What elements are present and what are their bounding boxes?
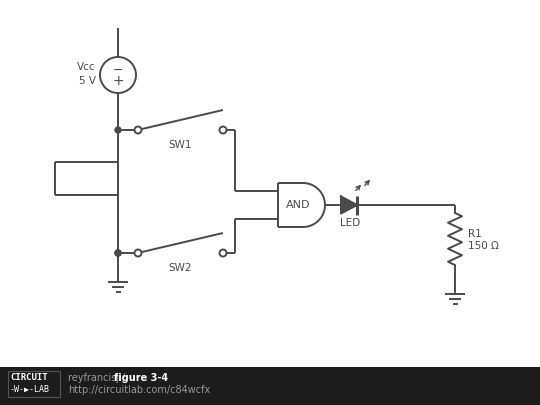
- Bar: [0, 367, 540, 405]
- Circle shape: [115, 250, 121, 256]
- Text: CIRCUIT: CIRCUIT: [10, 373, 48, 382]
- Polygon shape: [341, 196, 357, 213]
- Text: SW2: SW2: [168, 263, 192, 273]
- Text: -W-▶-LAB: -W-▶-LAB: [10, 385, 50, 394]
- Text: http://circuitlab.com/c84wcfx: http://circuitlab.com/c84wcfx: [68, 385, 210, 395]
- Text: 150 Ω: 150 Ω: [468, 241, 499, 252]
- Text: SW1: SW1: [168, 140, 192, 150]
- Circle shape: [134, 126, 141, 134]
- Circle shape: [134, 249, 141, 256]
- Text: LED: LED: [340, 219, 360, 228]
- Circle shape: [115, 250, 121, 256]
- Text: reyfrancisj /: reyfrancisj /: [68, 373, 129, 383]
- Text: figure 3-4: figure 3-4: [114, 373, 168, 383]
- Circle shape: [219, 126, 226, 134]
- Bar: [8, 371, 60, 397]
- Text: Vcc
5 V: Vcc 5 V: [77, 62, 96, 85]
- Text: AND: AND: [286, 200, 310, 210]
- Circle shape: [115, 127, 121, 133]
- Circle shape: [219, 249, 226, 256]
- Text: +: +: [112, 74, 124, 88]
- Text: R1: R1: [468, 229, 482, 239]
- Text: −: −: [113, 64, 123, 77]
